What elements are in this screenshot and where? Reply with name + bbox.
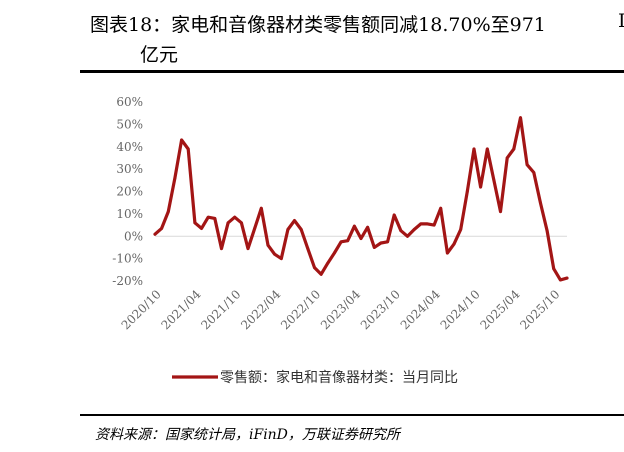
data-point — [412, 228, 416, 231]
data-point — [173, 176, 177, 180]
data-point — [239, 221, 243, 225]
top-rule — [80, 70, 624, 73]
data-point — [366, 225, 370, 229]
data-point — [505, 156, 509, 160]
y-tick-label: -10% — [112, 252, 143, 266]
data-point — [426, 222, 429, 226]
data-point — [253, 227, 257, 230]
x-tick-label: 2022/04 — [238, 287, 283, 332]
data-point — [226, 221, 230, 225]
y-tick-label: 60% — [116, 95, 143, 109]
x-tick-label: 2020/10 — [119, 287, 164, 332]
y-tick-label: 0% — [124, 229, 143, 243]
data-point — [465, 190, 469, 193]
data-point — [286, 228, 290, 231]
source-note: 资料来源：国家统计局，iFinD，万联证券研究所 — [95, 427, 400, 443]
data-point — [452, 242, 456, 246]
y-axis-ticks: 60% 50% 40% 30% 20% 10% 0% -10% -20% — [112, 95, 143, 288]
x-tick-label: 2021/10 — [198, 287, 243, 332]
y-tick-label: 10% — [116, 207, 143, 221]
data-point — [439, 206, 443, 210]
line-chart: 60%50%40%30%20%10%0%-10%-20% 2020/102021… — [112, 95, 569, 386]
figure-title-line2: 亿元 — [140, 44, 179, 66]
x-tick-label: 2023/04 — [318, 287, 363, 332]
data-point — [558, 278, 562, 282]
data-point — [372, 246, 376, 249]
data-point — [339, 240, 343, 244]
data-point — [193, 221, 197, 225]
data-point — [293, 219, 296, 222]
data-point — [273, 252, 277, 256]
data-point — [213, 216, 217, 220]
data-point — [166, 210, 170, 214]
data-point — [545, 229, 549, 233]
data-point — [306, 247, 310, 250]
x-tick-label: 2023/10 — [358, 287, 403, 332]
data-point — [186, 147, 190, 151]
x-axis-ticks: 2020/102021/042021/102022/042022/102023/… — [119, 287, 563, 332]
data-point — [392, 213, 396, 217]
data-point — [525, 163, 529, 167]
figure-title-side-mark: I — [618, 10, 624, 32]
data-point — [313, 266, 316, 269]
y-tick-label: 40% — [116, 140, 143, 154]
legend-label: 零售额：家电和音像器材类：当月同比 — [220, 369, 458, 386]
data-point — [200, 227, 203, 230]
y-tick-label: 50% — [116, 117, 143, 131]
data-point — [206, 215, 210, 219]
data-point — [333, 251, 336, 255]
data-point — [299, 228, 303, 231]
data-point — [519, 116, 522, 120]
data-point — [512, 147, 516, 151]
data-point — [259, 206, 263, 210]
data-point — [565, 276, 569, 280]
data-point — [346, 239, 350, 243]
data-point — [499, 210, 502, 214]
data-point — [326, 261, 330, 265]
data-point — [220, 247, 223, 250]
data-point — [319, 272, 323, 276]
data-point — [419, 222, 423, 226]
data-point — [492, 178, 496, 182]
data-point — [485, 147, 489, 151]
data-point — [359, 237, 363, 240]
data-point — [479, 185, 483, 189]
data-point — [432, 223, 436, 227]
y-tick-label: 20% — [116, 185, 143, 199]
figure-title: 图表18：家电和音像器材类零售额同减18.70%至971 亿元 I — [0, 0, 624, 72]
data-point — [233, 215, 237, 219]
x-tick-label: 2024/04 — [398, 287, 443, 332]
series-line — [153, 116, 569, 282]
x-tick-label: 2025/10 — [517, 287, 562, 332]
data-point — [472, 147, 476, 151]
series-points — [153, 116, 569, 282]
data-point — [445, 251, 449, 255]
data-point — [246, 247, 250, 250]
data-point — [386, 240, 389, 244]
bottom-rule — [80, 414, 624, 416]
data-point — [379, 241, 383, 245]
data-point — [406, 234, 409, 238]
data-point — [153, 232, 157, 236]
data-point — [552, 267, 556, 271]
data-point — [459, 228, 463, 231]
data-point — [180, 138, 183, 142]
x-tick-label: 2022/10 — [278, 287, 323, 332]
data-point — [532, 171, 536, 174]
data-point — [399, 229, 403, 233]
legend: 零售额：家电和音像器材类：当月同比 — [172, 369, 458, 386]
figure-title-line1: 图表18：家电和音像器材类零售额同减18.70%至971 — [90, 14, 546, 36]
y-tick-label: -20% — [112, 274, 143, 288]
x-tick-label: 2021/04 — [158, 287, 203, 332]
data-point — [352, 224, 356, 228]
data-point — [266, 243, 270, 247]
x-tick-label: 2025/04 — [477, 287, 522, 332]
data-point — [160, 227, 164, 230]
data-point — [279, 257, 283, 261]
y-tick-label: 30% — [116, 162, 143, 176]
x-tick-label: 2024/10 — [438, 287, 483, 332]
data-point — [539, 201, 542, 205]
